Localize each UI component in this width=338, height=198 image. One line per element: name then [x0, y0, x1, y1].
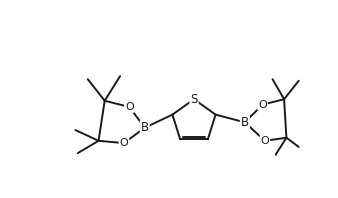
Text: B: B [241, 116, 249, 129]
Text: S: S [190, 93, 198, 106]
Text: B: B [141, 121, 149, 134]
Text: O: O [261, 136, 269, 146]
Text: O: O [120, 138, 128, 148]
Text: O: O [125, 102, 134, 112]
Text: O: O [258, 100, 267, 110]
